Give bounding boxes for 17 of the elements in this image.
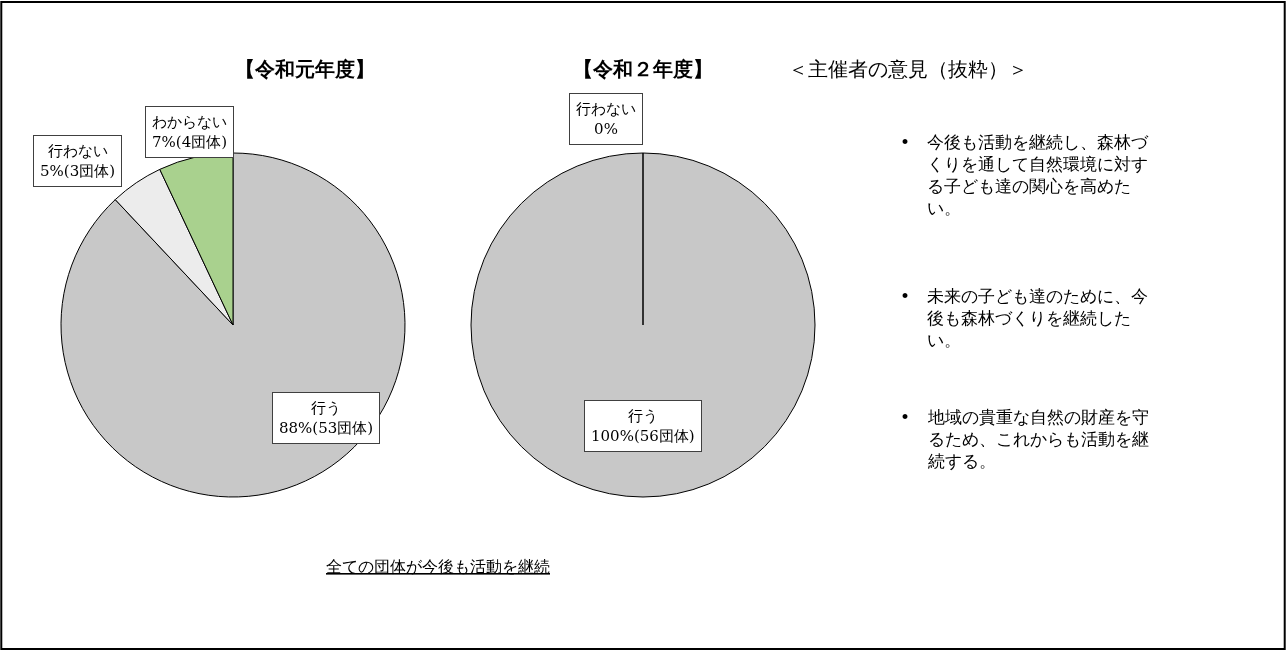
data-label: 5%(3団体) xyxy=(40,161,116,180)
slice-label: 行う xyxy=(627,407,658,425)
text: ＜主催者の意見（抜粋）＞ xyxy=(788,57,1028,81)
category-label: 行わない xyxy=(576,100,636,118)
text: • 未来の子ども達のために、今後も森林づくりを継続したい。 xyxy=(900,286,1148,351)
slice-label: わからない xyxy=(152,113,228,131)
text: • 地域の貴重な自然の財産を守るため、これからも活動を継続する。 xyxy=(900,407,1149,472)
slice-label: 行う xyxy=(311,399,342,417)
data-label: 7%(4団体) xyxy=(152,132,228,151)
text: 全ての団体が今後も活動を継続 xyxy=(326,557,550,576)
data-label: 88%(53団体) xyxy=(279,418,374,437)
slice-label: 行わない xyxy=(47,142,108,160)
text: 0% xyxy=(594,119,618,138)
chart-title: 【令和２年度】 xyxy=(573,57,713,81)
chart-title: 【令和元年度】 xyxy=(235,57,375,81)
data-label: 100%(56団体) xyxy=(591,426,695,445)
text: • 今後も活動を継続し、森林づくりを通して自然環境に対する子ども達の関心を高めたい。 xyxy=(900,132,1149,219)
